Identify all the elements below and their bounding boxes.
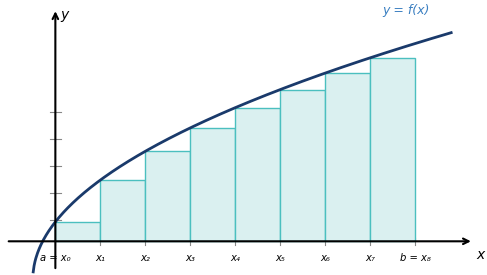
Text: x₁: x₁ (95, 253, 105, 263)
Text: x: x (476, 248, 484, 262)
Bar (145, 151, 190, 241)
Text: x₆: x₆ (320, 253, 330, 263)
Bar (100, 180, 145, 241)
Text: x₂: x₂ (140, 253, 150, 263)
Text: y = f(x): y = f(x) (382, 4, 430, 17)
Text: a = x₀: a = x₀ (40, 253, 71, 263)
Bar (56, 222, 100, 241)
Bar (190, 128, 235, 241)
Text: x₃: x₃ (186, 253, 195, 263)
Text: x₄: x₄ (230, 253, 240, 263)
Bar (280, 90, 325, 241)
Text: x₇: x₇ (365, 253, 375, 263)
Text: x₅: x₅ (275, 253, 285, 263)
Bar (370, 58, 415, 241)
Bar (235, 108, 280, 241)
Text: y: y (60, 9, 68, 23)
Bar (325, 73, 370, 241)
Text: b = x₈: b = x₈ (400, 253, 431, 263)
